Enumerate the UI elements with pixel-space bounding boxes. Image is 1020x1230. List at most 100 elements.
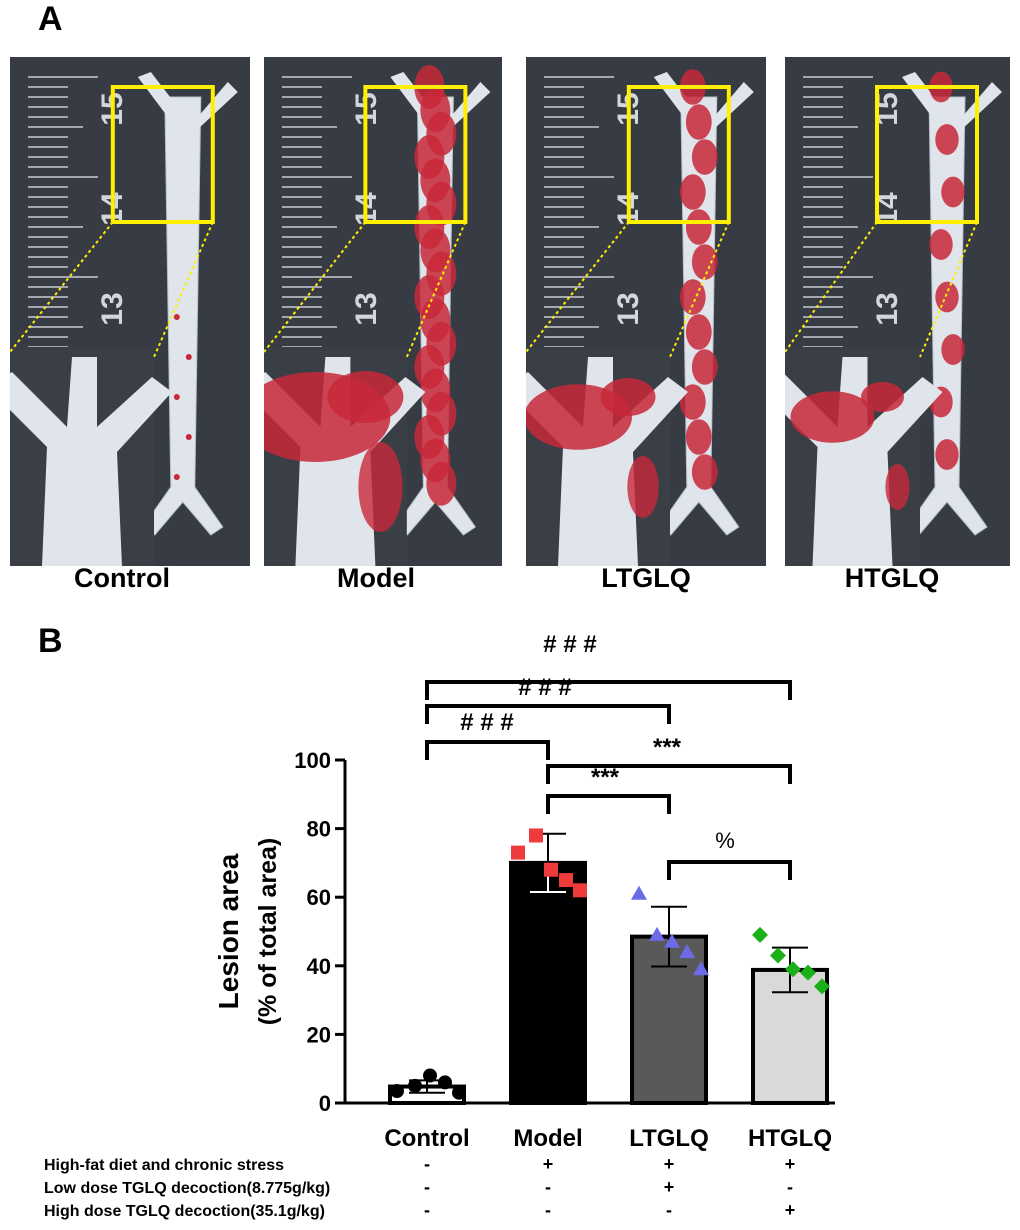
plaque-stain <box>685 419 712 455</box>
inset-guide <box>785 221 878 353</box>
data-point <box>693 961 709 976</box>
inset-guide <box>526 221 630 353</box>
inset-guide <box>919 221 978 358</box>
y-tick-label: 20 <box>307 1022 331 1047</box>
treatment-label: High-fat diet and chronic stress <box>44 1157 284 1174</box>
data-point <box>452 1085 466 1100</box>
aorta-photo-htglq: 15 14 13 <box>785 57 1010 566</box>
significance-bracket <box>425 740 550 760</box>
lesion-area-chart: 0 20 40 60 80 100 Lesion area (% of total area)… <box>44 631 835 1220</box>
plaque-stain <box>941 334 965 365</box>
x-tick-label: Control <box>384 1125 469 1152</box>
plaque-spot <box>185 434 192 440</box>
treatment-mark: + <box>664 1154 675 1174</box>
inset-plaque <box>790 391 875 443</box>
y-tick-label: 40 <box>307 954 331 979</box>
photo-label-model: Model <box>337 563 415 593</box>
data-point <box>800 964 816 981</box>
data-point <box>511 845 525 860</box>
treatment-mark: - <box>545 1177 551 1197</box>
inset-box <box>875 85 979 224</box>
inset-guide <box>153 221 214 358</box>
panel-b-label: B <box>38 622 63 660</box>
aorta-photo-ltglq: 15 14 13 <box>526 57 766 566</box>
photo-label-control: Control <box>74 563 170 593</box>
data-point <box>649 926 665 941</box>
y-axis-label: (% of total area) <box>254 838 282 1026</box>
treatment-mark: - <box>424 1200 430 1220</box>
ruler-number: 13 <box>871 292 904 325</box>
treatment-label: Low dose TGLQ decoction(8.775g/kg) <box>44 1180 330 1197</box>
treatment-mark: - <box>787 1177 793 1197</box>
plaque-stain <box>935 439 959 470</box>
treatment-mark: + <box>785 1154 796 1174</box>
aorta-vessel <box>906 96 988 536</box>
significance-bracket <box>546 764 792 784</box>
y-tick-label: 80 <box>307 817 331 842</box>
inset-plaque <box>885 464 910 510</box>
plaque-stain <box>935 124 959 155</box>
plaque-stain <box>685 104 712 140</box>
ruler-number: 13 <box>612 292 645 325</box>
significance-bracket <box>425 680 792 700</box>
inset-plaque <box>627 456 659 518</box>
panel-a-label: A <box>38 0 63 38</box>
inset-box <box>626 85 731 224</box>
inset-guide <box>669 221 730 358</box>
treatment-label: High dose TGLQ decoction(35.1g/kg) <box>44 1203 325 1220</box>
aorta-branch <box>194 82 238 132</box>
data-point <box>438 1075 452 1090</box>
significance-label: # # # <box>543 631 596 658</box>
data-point <box>770 947 786 964</box>
photo-label-ltglq: LTGLQ <box>601 563 691 593</box>
y-axis-label: Lesion area <box>213 853 244 1009</box>
significance-label: *** <box>653 734 682 761</box>
aorta-branch <box>447 82 491 132</box>
plaque-stain <box>691 139 718 175</box>
plaque-spot <box>173 314 180 320</box>
data-point <box>390 1083 404 1098</box>
x-tick-label: LTGLQ <box>629 1125 709 1152</box>
inset-aorta <box>10 357 172 566</box>
plaque-stain <box>426 461 457 506</box>
aorta-vessel <box>142 96 224 536</box>
treatment-mark: - <box>424 1177 430 1197</box>
aorta-branch <box>137 72 178 117</box>
plaque-stain <box>691 454 718 490</box>
treatment-mark: - <box>424 1154 430 1174</box>
significance-label: # # # <box>460 709 513 736</box>
x-tick-label: Model <box>513 1125 582 1152</box>
data-point <box>573 883 587 898</box>
plaque-stain <box>691 244 718 280</box>
photo-label-htglq: HTGLQ <box>844 563 940 593</box>
bar-model <box>509 860 587 1105</box>
plaque-stain <box>929 229 953 260</box>
treatment-mark: + <box>664 1177 675 1197</box>
significance-bracket <box>667 860 792 880</box>
data-point <box>814 978 830 995</box>
significance-bracket <box>425 704 671 724</box>
inset-plaque <box>861 382 904 412</box>
y-tick-label: 60 <box>307 885 331 910</box>
data-point <box>679 944 695 959</box>
treatment-mark: + <box>543 1154 554 1174</box>
data-point <box>544 862 558 877</box>
inset-guide <box>10 221 114 353</box>
data-point <box>408 1078 422 1093</box>
data-point <box>529 828 543 843</box>
aorta-branch <box>902 72 942 117</box>
plaque-spot <box>173 474 180 480</box>
significance-label: *** <box>591 764 620 791</box>
data-point <box>559 873 573 888</box>
inset-box <box>110 85 215 224</box>
treatment-mark: - <box>666 1200 672 1220</box>
significance-bracket <box>546 794 671 814</box>
plaque-stain <box>679 174 706 210</box>
data-point <box>664 933 680 948</box>
aorta-branch <box>653 72 694 117</box>
treatment-mark: - <box>545 1200 551 1220</box>
inset-plaque <box>600 378 656 416</box>
